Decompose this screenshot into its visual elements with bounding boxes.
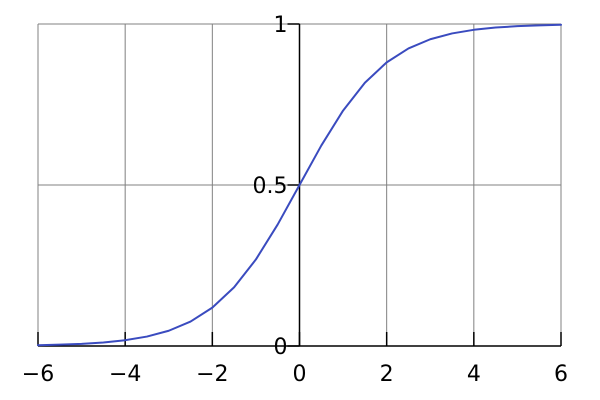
sigmoid-curve-line (37, 23, 562, 347)
x-tick-label: 6 (554, 362, 568, 387)
y-tick-label: 0.5 (253, 174, 288, 199)
x-tick-label: 4 (467, 362, 481, 387)
labels-layer: −6 −4 −2 0 2 4 6 0 0.5 1 (22, 13, 568, 387)
y-tick-label: 1 (274, 13, 288, 38)
x-tick-label: −6 (22, 362, 54, 387)
axis-layer (37, 23, 562, 347)
x-tick-label: −4 (109, 362, 141, 387)
series-layer (37, 23, 562, 347)
y-tick-label: 0 (274, 335, 288, 360)
x-tick-label: 2 (380, 362, 394, 387)
x-tick-label: −2 (196, 362, 228, 387)
x-tick-label: 0 (293, 362, 307, 387)
